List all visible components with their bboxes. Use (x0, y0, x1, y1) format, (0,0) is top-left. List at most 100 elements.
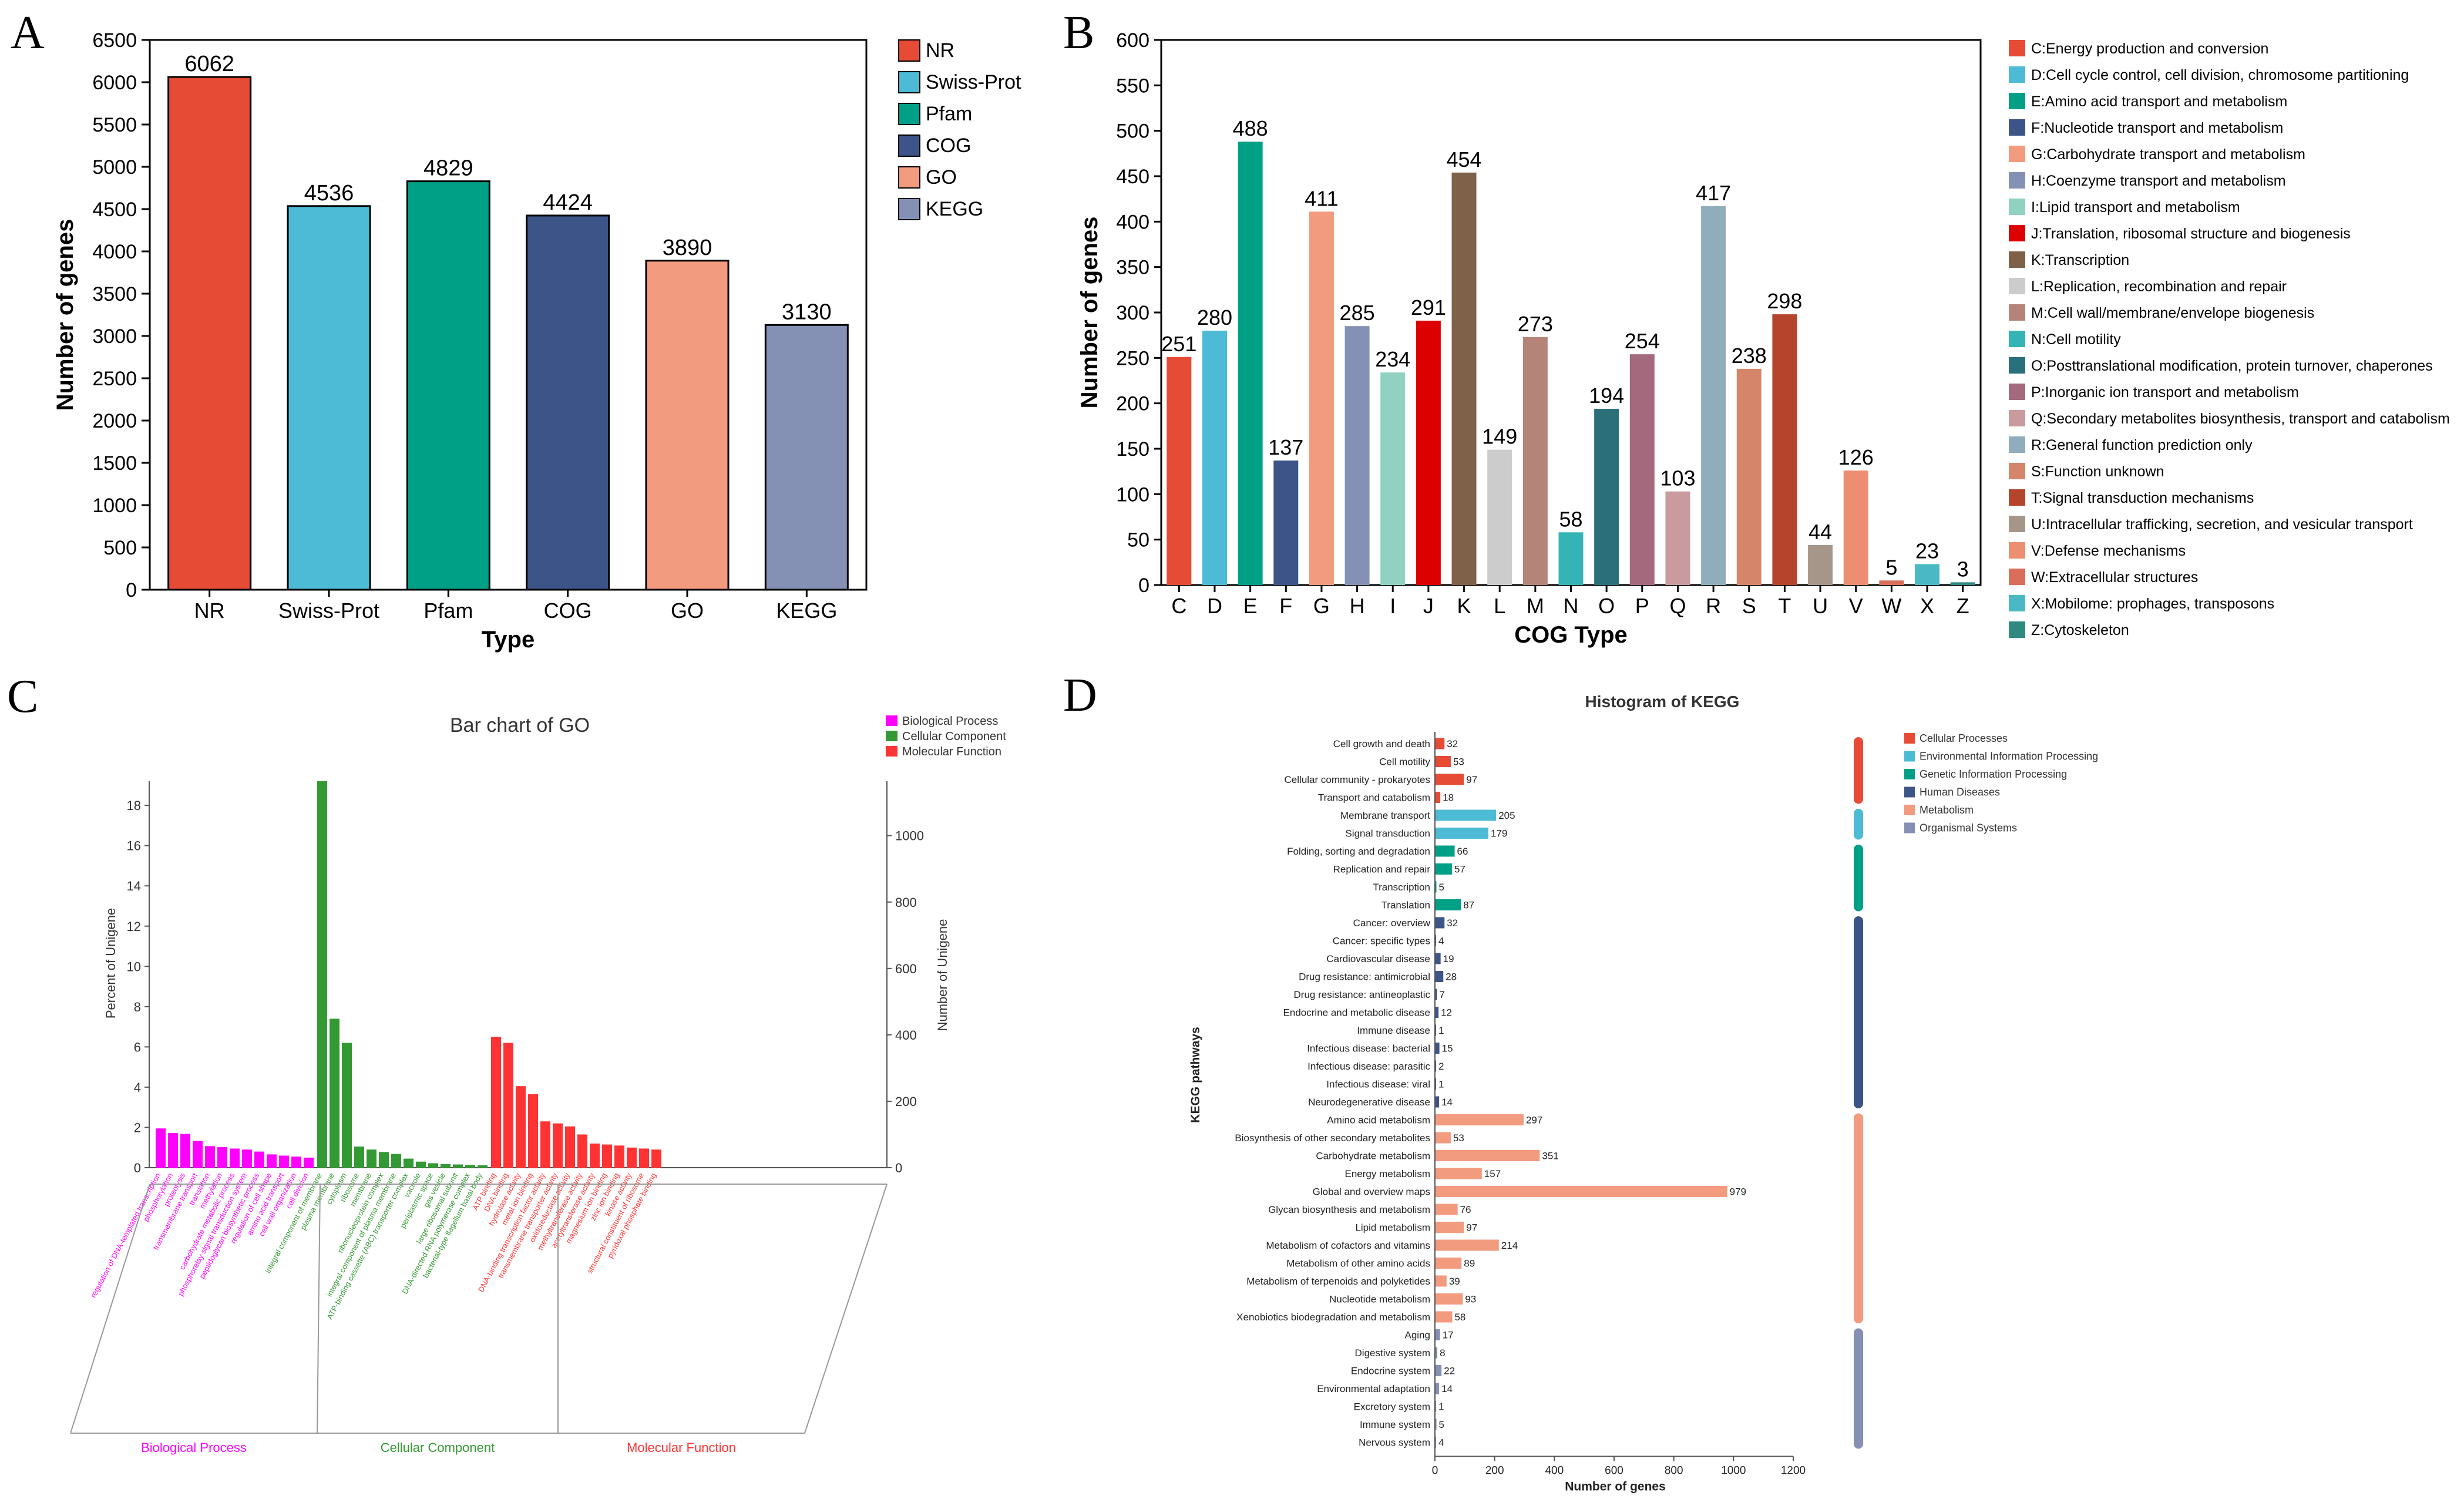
b-y-tick-label: 150 (1116, 438, 1149, 460)
a-bar-kegg (764, 324, 849, 591)
b-legend-label: Q:Secondary metabolites biosynthesis, tr… (2031, 411, 2450, 427)
d-value-label: 22 (1444, 1366, 1455, 1377)
c-chart-title: Bar chart of GO (450, 714, 590, 737)
d-bar-cancer-specific-types (1435, 935, 1437, 946)
d-bar-drug-resistance-antineoplastic (1435, 989, 1437, 1000)
c-bar-translation (205, 1146, 215, 1168)
d-y-tick-label: Environmental adaptation (1317, 1383, 1430, 1394)
d-category-strip (1854, 1113, 1863, 1323)
d-bar-folding-sorting-and-degradation (1435, 845, 1455, 857)
d-chart-title: Histogram of KEGG (1585, 693, 1740, 711)
c-y2-tick-label: 200 (895, 1094, 917, 1109)
b-legend-swatch (2009, 489, 2025, 506)
b-legend-swatch (2009, 357, 2025, 374)
c-y-tick-label: 8 (134, 1000, 141, 1014)
b-value-label: 149 (1482, 425, 1517, 449)
b-x-tick-label: V (1849, 594, 1863, 618)
b-legend-swatch (2009, 595, 2025, 611)
b-value-label: 273 (1518, 312, 1553, 336)
b-legend-label: F:Nucleotide transport and metabolism (2031, 120, 2283, 136)
a-value-label: 6062 (184, 52, 234, 76)
b-x-tick-label: W (1881, 594, 1901, 618)
d-y-tick-label: Energy metabolism (1344, 1168, 1430, 1179)
d-y-tick-label: Transport and catabolism (1318, 792, 1430, 804)
c-group-divider (70, 1184, 150, 1434)
d-bar-metabolism-of-cofactors-and-vitamins (1435, 1239, 1499, 1251)
c-bar-atp-binding-cassette-abc-transporter-complex (404, 1158, 414, 1168)
d-y-tick-label: Infectious disease: viral (1326, 1079, 1430, 1090)
b-x-tick-label: H (1350, 594, 1365, 618)
c-group-label: Molecular Function (627, 1440, 736, 1455)
d-y-tick-label: Endocrine and metabolic disease (1283, 1007, 1430, 1018)
d-bar-transcription (1435, 881, 1437, 893)
a-x-tick-label: GO (671, 599, 704, 623)
d-y-tick-label: Neurodegenerative disease (1308, 1097, 1430, 1108)
b-x-tick-label: C (1171, 594, 1186, 618)
b-y-tick-label: 0 (1138, 574, 1149, 597)
d-y-tick-label: Metabolism of other amino acids (1286, 1258, 1430, 1269)
b-x-tick-label: S (1742, 594, 1756, 618)
b-legend-swatch (2009, 278, 2025, 294)
b-bar-v (1843, 470, 1868, 585)
d-bar-neurodegenerative-disease (1435, 1096, 1440, 1108)
c-bar-regulation-of-cell-shape (267, 1154, 277, 1168)
d-value-label: 14 (1441, 1383, 1453, 1394)
d-y-tick-label: Membrane transport (1340, 810, 1430, 821)
c-group-divider (317, 1184, 321, 1434)
panel-d-chart: Histogram of KEGG Cell growth and death 32… (1189, 693, 2098, 1494)
d-y-tick-label: Infectious disease: bacterial (1307, 1043, 1430, 1054)
d-bar-endocrine-and-metabolic-disease (1435, 1007, 1439, 1018)
d-value-label: 87 (1463, 900, 1474, 911)
d-legend-swatch (1904, 769, 1915, 779)
d-value-label: 66 (1457, 846, 1468, 857)
d-legend-label: Environmental Information Processing (1920, 751, 2098, 762)
b-y-tick-label: 550 (1116, 75, 1149, 97)
b-bar-q (1665, 491, 1690, 585)
d-value-label: 53 (1453, 757, 1464, 768)
b-bar-n (1558, 532, 1584, 585)
b-x-tick-label: G (1313, 594, 1330, 618)
d-bar-digestive-system (1435, 1347, 1438, 1359)
d-legend-swatch (1904, 805, 1915, 815)
b-legend-label: S:Function unknown (2031, 463, 2164, 480)
d-value-label: 12 (1441, 1007, 1452, 1018)
c-y-tick-label: 0 (134, 1161, 141, 1175)
d-y-tick-label: Immune system (1360, 1419, 1430, 1430)
b-x-tick-label: M (1527, 594, 1544, 618)
b-legend-label: E:Amino acid transport and metabolism (2031, 93, 2287, 110)
d-value-label: 18 (1443, 792, 1454, 804)
d-value-label: 297 (1526, 1115, 1542, 1126)
c-y-tick-label: 2 (134, 1120, 141, 1135)
a-value-label: 3890 (663, 236, 712, 260)
a-legend-label: KEGG (926, 198, 983, 220)
b-bar-r (1701, 206, 1726, 585)
c-y-tick-label: 18 (127, 798, 141, 813)
b-value-label: 254 (1625, 329, 1660, 353)
d-x-tick-label: 600 (1605, 1465, 1623, 1477)
d-y-tick-label: Cancer: specific types (1333, 936, 1430, 947)
panel-letter-a: A (11, 7, 45, 59)
a-value-label: 3130 (782, 300, 832, 324)
d-value-label: 7 (1440, 989, 1445, 1000)
c-bar-transmembrane-transporter-activity (553, 1123, 563, 1168)
a-y-tick-label: 6500 (92, 29, 137, 52)
b-bar-l (1487, 449, 1512, 585)
d-value-label: 53 (1453, 1132, 1464, 1144)
d-bar-environmental-adaptation (1435, 1383, 1440, 1394)
b-legend-swatch (2009, 172, 2025, 189)
b-x-tick-label: T (1778, 594, 1791, 618)
b-bar-z (1950, 582, 1975, 585)
panel-b-chart: 0 50 100 150 200 250 300 350 400 450 500 550 600 251 C… (1077, 29, 2450, 648)
b-legend-label: L:Replication, recombination and repair (2031, 278, 2287, 295)
d-category-strip (1854, 737, 1863, 804)
b-value-label: 44 (1808, 520, 1832, 544)
d-bar-cell-motility (1435, 756, 1451, 767)
d-y-tick-label: Digestive system (1355, 1347, 1430, 1359)
d-bar-metabolism-of-other-amino-acids (1435, 1258, 1462, 1269)
a-y-tick-label: 6000 (92, 72, 137, 94)
d-y-tick-label: Drug resistance: antineoplastic (1294, 989, 1431, 1000)
b-legend-label: I:Lipid transport and metabolism (2031, 199, 2240, 216)
d-y-tick-label: Cellular community - prokaryotes (1285, 774, 1430, 785)
d-y-tick-label: Cancer: overview (1353, 917, 1431, 929)
b-legend-swatch (2009, 410, 2025, 426)
